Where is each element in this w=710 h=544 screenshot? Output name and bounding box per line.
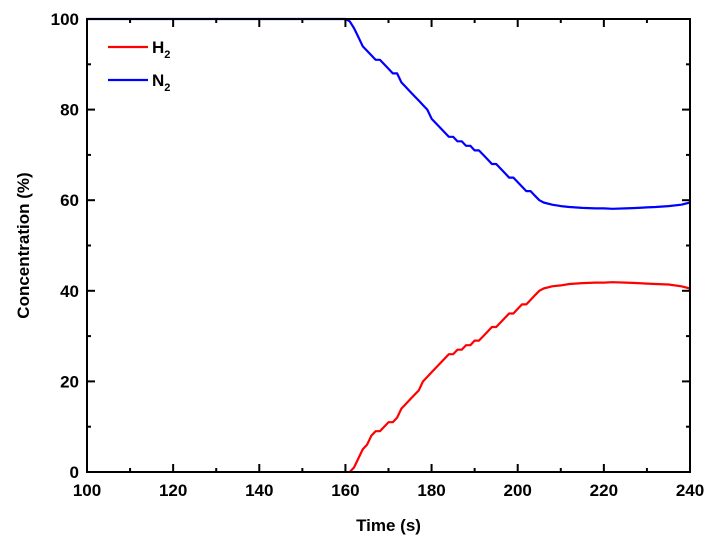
x-axis-title: Time (s) bbox=[356, 516, 421, 535]
y-tick-label: 0 bbox=[70, 463, 79, 482]
x-tick-label: 200 bbox=[504, 481, 532, 500]
y-tick-label: 60 bbox=[60, 191, 79, 210]
x-tick-label: 220 bbox=[590, 481, 618, 500]
x-tick-label: 120 bbox=[159, 481, 187, 500]
legend-label-n2: N2 bbox=[152, 71, 170, 94]
legend: H2 N2 bbox=[108, 38, 170, 94]
plot-frame bbox=[86, 18, 691, 473]
y-tick-label: 40 bbox=[60, 282, 79, 301]
x-tick-label: 180 bbox=[417, 481, 445, 500]
y-tick-label: 20 bbox=[60, 372, 79, 391]
x-tick-label: 140 bbox=[245, 481, 273, 500]
x-tick-label: 100 bbox=[73, 481, 101, 500]
series-line-n2 bbox=[87, 17, 691, 210]
x-tick-label: 240 bbox=[676, 481, 704, 500]
axes-layer: 100 120 140 160 180 200 220 240 0 20 40 60 80 100 bbox=[51, 10, 705, 500]
series-layer bbox=[87, 17, 691, 473]
x-tick-label: 160 bbox=[331, 481, 359, 500]
legend-label-h2: H2 bbox=[152, 38, 170, 61]
y-axis-title: Concentration (%) bbox=[14, 172, 33, 318]
y-tick-label: 80 bbox=[60, 101, 79, 120]
series-line-h2 bbox=[348, 281, 691, 473]
y-tick-label: 100 bbox=[51, 10, 79, 29]
